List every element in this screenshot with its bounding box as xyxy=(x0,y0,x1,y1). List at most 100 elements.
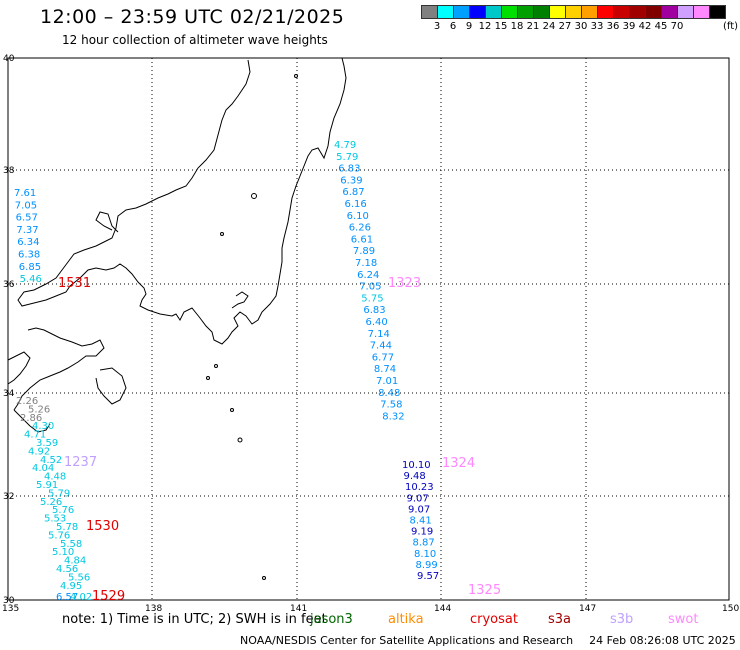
wave-height-value: 8.10 xyxy=(414,549,436,560)
wave-height-value: 9.48 xyxy=(404,471,426,482)
wave-height-value: 4.02 xyxy=(70,592,92,603)
wave-height-value: 6.57 xyxy=(16,213,38,224)
map-frame xyxy=(7,57,730,601)
pass-number-label: 1325 xyxy=(468,583,501,598)
wave-height-value: 7.37 xyxy=(16,225,38,236)
satellite-name: jason3 xyxy=(310,612,353,627)
wave-height-value: 4.48 xyxy=(44,472,66,483)
legend-label: 36 xyxy=(606,21,620,32)
satellite-name: s3a xyxy=(548,612,572,627)
wave-height-value: 4.04 xyxy=(32,463,54,474)
wave-height-value: 5.79 xyxy=(48,488,70,499)
legend-label: 39 xyxy=(622,21,636,32)
generation-timestamp: 24 Feb 08:26:08 UTC 2025 xyxy=(589,634,736,647)
legend-label: 21 xyxy=(526,21,540,32)
wave-height-value: 8.87 xyxy=(413,538,435,549)
axis-labels: 135 138 141 144 147 150 40 38 36 34 32 30 xyxy=(2,54,739,614)
coastline xyxy=(7,57,347,580)
wave-height-value: 8.74 xyxy=(374,364,396,375)
wave-height-value: 8.41 xyxy=(410,516,432,527)
island-5 xyxy=(230,408,234,412)
legend-label: 18 xyxy=(510,21,524,32)
satellite-name: swot xyxy=(668,612,699,627)
longitude-label: 150 xyxy=(722,604,739,614)
kii-peninsula xyxy=(95,367,127,405)
wave-height-value: 9.07 xyxy=(407,493,429,504)
honshu-coast xyxy=(17,57,347,345)
wave-height-value: 7.05 xyxy=(15,200,37,211)
legend-label: 45 xyxy=(654,21,668,32)
wave-height-value: 6.38 xyxy=(18,250,40,261)
satellite-name: cryosat xyxy=(470,612,518,627)
island-3 xyxy=(220,232,224,236)
legend-label: 27 xyxy=(558,21,572,32)
wave-height-value: 5.56 xyxy=(68,572,90,583)
wave-height-value: 4.79 xyxy=(334,140,356,151)
wave-height-value: 4.92 xyxy=(28,446,50,457)
lat-lon-grid xyxy=(8,58,729,600)
island-8 xyxy=(214,364,218,368)
legend-label: 24 xyxy=(542,21,556,32)
island-4 xyxy=(237,437,243,443)
wave-height-value: 6.83 xyxy=(338,164,360,175)
pass-number-label: 1324 xyxy=(442,456,475,471)
latitude-label: 30 xyxy=(3,596,15,606)
altimeter-tracks: 4.795.796.836.396.876.166.106.266.617.89… xyxy=(14,140,501,604)
wave-height-value: 5.58 xyxy=(60,539,82,550)
legend-label: 15 xyxy=(494,21,508,32)
island-6 xyxy=(262,576,266,580)
kyushu-coast xyxy=(7,351,31,385)
longitude-label: 141 xyxy=(290,604,307,614)
boso-peninsula xyxy=(231,291,249,309)
latitude-label: 36 xyxy=(3,280,15,290)
legend-label: 42 xyxy=(638,21,652,32)
footer-note: note: 1) Time is in UTC; 2) SWH is in fe… xyxy=(62,612,327,627)
pass-number-label: 1323 xyxy=(388,276,421,291)
legend-swatches xyxy=(421,5,740,19)
wave-height-value: 5.78 xyxy=(56,522,78,533)
wave-height-value: 5.26 xyxy=(28,404,50,415)
wave-height-value: 5.10 xyxy=(52,547,74,558)
wave-height-value: 5.76 xyxy=(52,505,74,516)
wave-height-value: 5.75 xyxy=(361,293,383,304)
longitude-label: 138 xyxy=(145,604,162,614)
wave-height-value: 9.57 xyxy=(417,571,439,582)
wave-height-value: 7.44 xyxy=(370,341,392,352)
wave-height-value: 7.89 xyxy=(353,246,375,257)
wave-height-value: 4.52 xyxy=(40,455,62,466)
pass-number-label: 1530 xyxy=(86,519,119,534)
legend-label: 9 xyxy=(465,21,473,32)
color-legend: (ft) 3 6 9 12 15 18 21 24 27 30 33 36 39 42 45 70 xyxy=(421,5,740,33)
wave-height-value: 2.26 xyxy=(16,396,38,407)
wave-height-value: 7.05 xyxy=(359,282,381,293)
wave-height-value: 6.61 xyxy=(351,234,373,245)
wave-height-value: 3.59 xyxy=(36,438,58,449)
wave-height-value: 10.10 xyxy=(402,460,431,471)
legend-labels: (ft) 3 6 9 12 15 18 21 24 27 30 33 36 39 42 45 70 xyxy=(421,19,740,33)
wave-height-value: 7.61 xyxy=(14,188,36,199)
noto-peninsula xyxy=(95,211,119,233)
legend-unit: (ft) xyxy=(723,21,739,32)
wave-height-value: 7.18 xyxy=(355,258,377,269)
wave-height-value: 6.34 xyxy=(17,237,39,248)
longitude-label: 144 xyxy=(434,604,451,614)
legend-label: 3 xyxy=(433,21,441,32)
island-7 xyxy=(206,376,210,380)
wave-height-value: 5.26 xyxy=(40,497,62,508)
wave-height-value: 5.53 xyxy=(44,514,66,525)
wave-height-value: 6.39 xyxy=(340,175,362,186)
island-2 xyxy=(251,193,257,199)
map-title: 12:00 – 23:59 UTC 02/21/2025 xyxy=(40,6,345,28)
wave-height-value: 7.14 xyxy=(368,329,390,340)
wave-height-value: 4.30 xyxy=(32,421,54,432)
legend-label: 6 xyxy=(449,21,457,32)
legend-label: 33 xyxy=(590,21,604,32)
wave-height-value: 9.07 xyxy=(408,504,430,515)
wave-height-value: 6.85 xyxy=(19,262,41,273)
wave-height-value: 2.86 xyxy=(20,413,42,424)
wave-height-value: 6.40 xyxy=(366,317,388,328)
wave-height-value: 6.87 xyxy=(342,187,364,198)
legend-label: 70 xyxy=(670,21,684,32)
wave-height-value: 7.01 xyxy=(376,376,398,387)
